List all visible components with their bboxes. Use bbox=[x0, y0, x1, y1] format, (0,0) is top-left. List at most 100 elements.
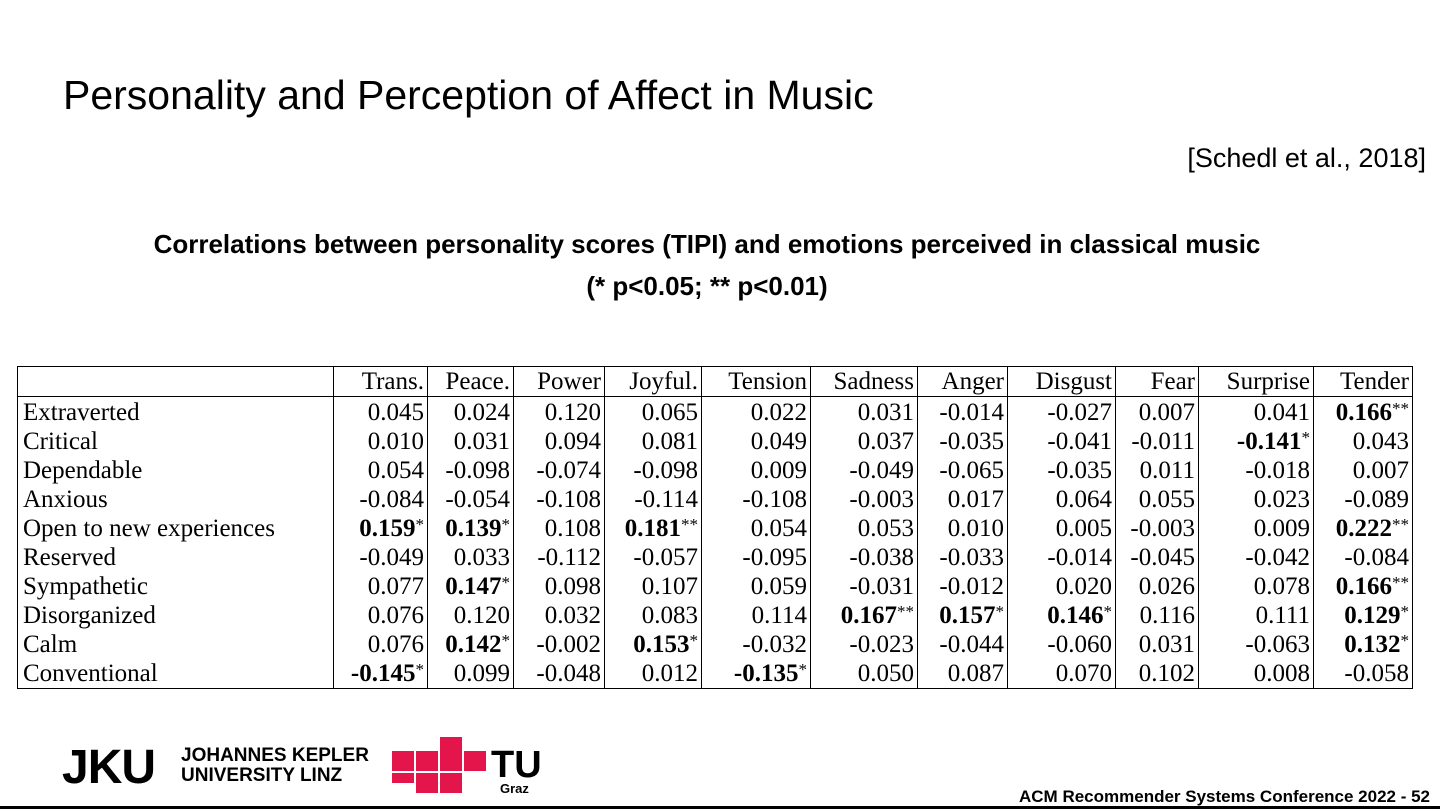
table-cell: 0.053 bbox=[810, 514, 918, 543]
table-cell: 0.167** bbox=[810, 601, 918, 630]
table-cell: 0.055 bbox=[1115, 485, 1199, 514]
table-cell: 0.159* bbox=[333, 514, 428, 543]
table-cell: -0.045 bbox=[1115, 543, 1199, 572]
header-row: Trans. Peace. Power Joyful. Tension Sadness An… bbox=[17, 366, 1413, 397]
bottom-rule bbox=[0, 806, 1440, 809]
table-cell: -0.042 bbox=[1198, 543, 1314, 572]
table-cell: 0.098 bbox=[513, 572, 605, 601]
table-cell: 0.008 bbox=[1198, 659, 1314, 689]
table-cell: 0.146* bbox=[1007, 601, 1116, 630]
table-cell: -0.014 bbox=[917, 396, 1008, 427]
table-cell: -0.018 bbox=[1198, 456, 1314, 485]
table-cell: 0.009 bbox=[1198, 514, 1314, 543]
row-label: Calm bbox=[23, 631, 78, 658]
tu-logo-mark bbox=[392, 737, 486, 793]
table-cell: 0.065 bbox=[604, 396, 702, 427]
table-cell: -0.035 bbox=[917, 427, 1008, 456]
table-cell: 0.132* bbox=[1313, 630, 1413, 659]
table-cell: -0.044 bbox=[917, 630, 1008, 659]
table-cell: 0.129* bbox=[1313, 601, 1413, 630]
table-cell: 0.043 bbox=[1313, 427, 1413, 456]
column-header: Disgust bbox=[1007, 366, 1116, 397]
table-cell: 0.017 bbox=[917, 485, 1008, 514]
table-cell: 0.054 bbox=[701, 514, 811, 543]
table-cell: -0.041 bbox=[1007, 427, 1116, 456]
table-row: Disorganized 0.076 0.120 0.032 0.083 0.114 0.1… bbox=[18, 601, 1413, 630]
row-label: Extraverted bbox=[23, 399, 140, 426]
table-cell: 0.147* bbox=[427, 572, 514, 601]
table-cell: -0.057 bbox=[604, 543, 702, 572]
row-label: Conventional bbox=[23, 660, 158, 687]
table-cell: 0.102 bbox=[1115, 659, 1199, 689]
column-header: Joyful. bbox=[604, 366, 702, 397]
table-cell: -0.054 bbox=[427, 485, 514, 514]
table-cell: 0.120 bbox=[427, 601, 514, 630]
table-cell: -0.065 bbox=[917, 456, 1008, 485]
table-cell: 0.107 bbox=[604, 572, 702, 601]
table-cell: 0.024 bbox=[427, 396, 514, 427]
table-row: Dependable 0.054 -0.098 -0.074 -0.098 0.009 -0… bbox=[18, 456, 1413, 485]
table-cell: 0.120 bbox=[513, 396, 605, 427]
table-cell: 0.081 bbox=[604, 427, 702, 456]
table-cell: -0.035 bbox=[1007, 456, 1116, 485]
table-cell: 0.011 bbox=[1115, 456, 1199, 485]
table-cell: -0.002 bbox=[513, 630, 605, 659]
table-cell: 0.020 bbox=[1007, 572, 1116, 601]
table-cell: -0.063 bbox=[1198, 630, 1314, 659]
table-row: Open to new experiences 0.159* 0.139* 0.108… bbox=[18, 514, 1413, 543]
table-cell: -0.084 bbox=[1313, 543, 1413, 572]
tu-logo-text: TU bbox=[491, 744, 542, 786]
table-cell: 0.037 bbox=[810, 427, 918, 456]
table-caption: (* p<0.05; ** p<0.01) bbox=[586, 271, 828, 301]
table-cell: 0.181** bbox=[604, 514, 702, 543]
table-cell: -0.014 bbox=[1007, 543, 1116, 572]
row-label: Dependable bbox=[23, 457, 143, 484]
table-cell: 0.076 bbox=[333, 630, 428, 659]
table-cell: 0.083 bbox=[604, 601, 702, 630]
table-caption: Correlations between personality scores … bbox=[153, 229, 1261, 259]
jku-name: JOHANNES KEPLER bbox=[181, 745, 369, 766]
table-cell: 0.114 bbox=[701, 601, 811, 630]
table-cell: -0.049 bbox=[810, 456, 918, 485]
table-cell: -0.048 bbox=[513, 659, 605, 689]
row-label: Reserved bbox=[23, 544, 117, 571]
table-cell: -0.027 bbox=[1007, 396, 1116, 427]
table-row: Anxious -0.084 -0.054 -0.108 -0.114 -0.108 -0.… bbox=[18, 485, 1413, 514]
row-label: Critical bbox=[23, 428, 98, 455]
column-header: Fear bbox=[1115, 366, 1199, 397]
table-cell: 0.010 bbox=[917, 514, 1008, 543]
column-header: Sadness bbox=[810, 366, 918, 397]
table-cell: -0.033 bbox=[917, 543, 1008, 572]
table-cell: -0.074 bbox=[513, 456, 605, 485]
table-cell: -0.098 bbox=[604, 456, 702, 485]
table-cell: 0.010 bbox=[333, 427, 428, 456]
column-header: Trans. bbox=[333, 366, 428, 397]
table-cell: -0.003 bbox=[810, 485, 918, 514]
row-label: Sympathetic bbox=[23, 573, 148, 600]
table-cell: 0.045 bbox=[333, 396, 428, 427]
table-cell: 0.009 bbox=[701, 456, 811, 485]
correlation-table: Trans. Peace. Power Joyful. Tension Sadness An… bbox=[17, 366, 1413, 689]
jku-logo: JKU bbox=[62, 741, 156, 794]
table-cell: 0.070 bbox=[1007, 659, 1116, 689]
table-cell: 0.116 bbox=[1115, 601, 1199, 630]
table-cell: 0.050 bbox=[810, 659, 918, 689]
table-cell: 0.166** bbox=[1313, 396, 1413, 427]
table-cell: 0.166** bbox=[1313, 572, 1413, 601]
table-cell: -0.032 bbox=[701, 630, 811, 659]
table-cell: 0.111 bbox=[1198, 601, 1314, 630]
table-cell: -0.135* bbox=[701, 659, 811, 689]
column-header: Tension bbox=[701, 366, 811, 397]
tu-logo-text: Graz bbox=[500, 781, 529, 796]
table-cell: -0.145* bbox=[333, 659, 428, 689]
table-cell: 0.108 bbox=[513, 514, 605, 543]
table-cell: -0.012 bbox=[917, 572, 1008, 601]
table-cell: 0.032 bbox=[513, 601, 605, 630]
footer: ACM Recommender Systems Conference 2022 … bbox=[1019, 787, 1430, 806]
table-cell: 0.012 bbox=[604, 659, 702, 689]
table-cell: -0.003 bbox=[1115, 514, 1199, 543]
table-cell: 0.031 bbox=[1115, 630, 1199, 659]
table-cell: 0.007 bbox=[1313, 456, 1413, 485]
table-cell: -0.060 bbox=[1007, 630, 1116, 659]
